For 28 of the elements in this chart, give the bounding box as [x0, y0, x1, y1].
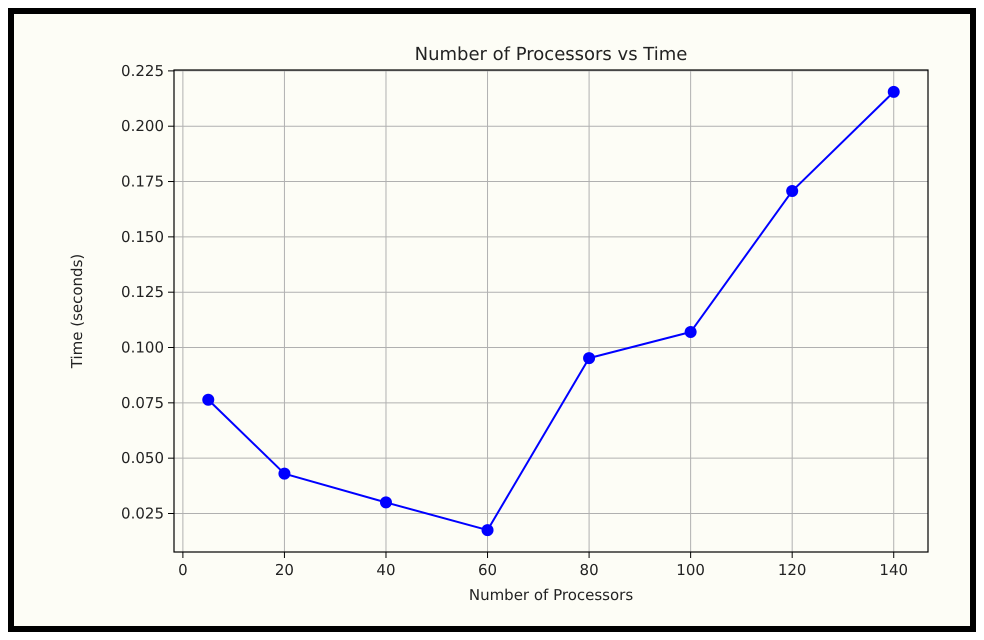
point: [202, 394, 214, 406]
x-tick-label: 120: [778, 561, 806, 579]
y-tick-label: 0.200: [121, 117, 164, 136]
y-axis-title: Time (seconds): [68, 254, 86, 370]
x-tick-label: 40: [376, 561, 396, 579]
x-tick-label: 0: [178, 561, 188, 579]
y-tick-label: 0.150: [121, 228, 164, 246]
y-tick-label: 0.025: [121, 504, 164, 522]
point: [482, 524, 494, 536]
y-tick-label: 0.225: [121, 62, 164, 80]
x-tick-label: 140: [879, 561, 908, 579]
point: [684, 326, 697, 338]
point: [380, 496, 392, 508]
point: [278, 468, 290, 480]
y-tick-label: 0.100: [121, 338, 164, 357]
point: [786, 185, 798, 198]
y-tick-label: 0.050: [121, 449, 164, 468]
y-tick-label: 0.125: [121, 283, 164, 302]
x-tick-label: 60: [478, 561, 498, 579]
x-tick-label: 20: [274, 561, 294, 579]
point: [888, 86, 900, 98]
y-tick-label: 0.175: [121, 172, 164, 191]
x-tick-label: 80: [580, 561, 599, 579]
point: [583, 352, 596, 364]
chart-title: Number of Processors vs Time: [414, 44, 688, 65]
x-axis-title: Number of Processors: [468, 586, 634, 604]
x-tick-label: 100: [676, 561, 705, 579]
y-tick-label: 0.075: [121, 394, 164, 412]
